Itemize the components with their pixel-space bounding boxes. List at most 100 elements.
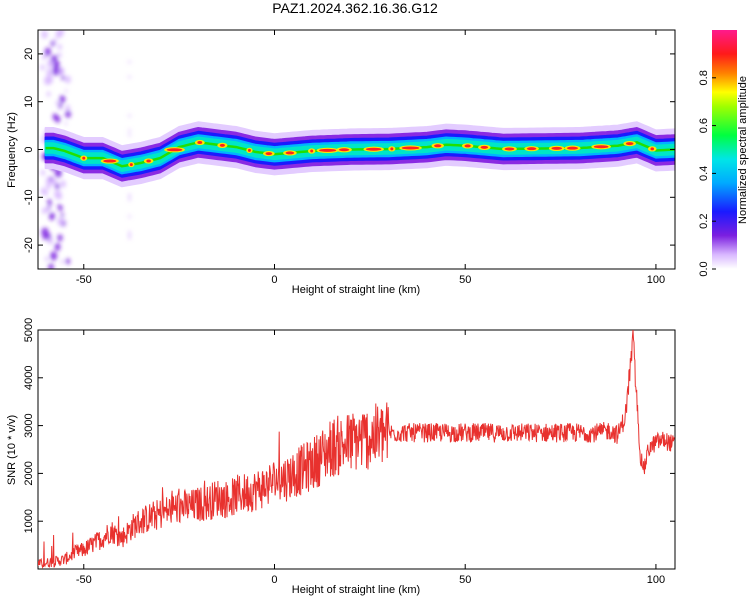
colorbar-label: Normalized spectral amplitude xyxy=(737,76,749,224)
ridge-hotspot-core xyxy=(310,149,314,153)
noise-speck xyxy=(128,233,131,237)
ridge-hotspot-core xyxy=(401,146,420,150)
noise-speck xyxy=(40,169,46,176)
noise-speck xyxy=(60,180,66,188)
noise-speck xyxy=(60,259,64,264)
noise-speck xyxy=(52,67,59,76)
ridge-band xyxy=(44,136,675,172)
ridge-hotspot-core xyxy=(464,144,471,148)
noise-speck xyxy=(48,212,55,221)
x-tick-label: 50 xyxy=(459,574,471,586)
colorbar-tick-label: 0.2 xyxy=(698,214,710,229)
noise-speck xyxy=(65,258,71,265)
ridge-hotspot-core xyxy=(526,147,537,151)
noise-speck xyxy=(59,95,66,104)
colorbar-tick-label: 0.6 xyxy=(698,118,710,133)
noise-speck xyxy=(44,256,49,262)
noise-speck xyxy=(47,59,54,68)
noise-speck xyxy=(47,199,52,205)
ridge-hotspot-core xyxy=(434,144,442,148)
y-tick-label: 5000 xyxy=(23,318,35,342)
noise-speck xyxy=(54,54,58,60)
colorbar-tick-label: 0.0 xyxy=(698,261,710,276)
ridge-hotspot-core xyxy=(265,152,273,156)
spectrogram-image xyxy=(40,30,675,269)
figure-title: PAZ1.2024.362.16.36.G12 xyxy=(272,0,438,16)
x-tick-label: -50 xyxy=(76,274,92,286)
ridge-hotspot-core xyxy=(390,147,394,151)
ridge-hotspot-core xyxy=(219,143,225,147)
y-tick-label: 10 xyxy=(23,96,35,108)
noise-speck xyxy=(45,74,54,85)
noise-speck xyxy=(58,103,63,109)
noise-speck xyxy=(128,193,131,197)
ridge-hotspot-core xyxy=(82,156,86,160)
ridge-hotspot-core xyxy=(103,159,117,163)
ridge-hotspot-core xyxy=(650,147,655,151)
noise-speck xyxy=(128,214,131,218)
noise-speck xyxy=(65,110,71,118)
y-tick-label: 20 xyxy=(23,48,35,60)
x-tick-label: -50 xyxy=(76,574,92,586)
noise-speck xyxy=(57,204,61,209)
noise-speck xyxy=(53,38,57,44)
noise-speck xyxy=(40,64,45,71)
noise-speck xyxy=(64,121,68,125)
colorbar: 0.0 0.2 0.4 0.6 0.8 Normalized spectral ampl… xyxy=(698,30,749,277)
noise-speck xyxy=(55,30,62,39)
noise-speck xyxy=(54,243,61,251)
noise-speck xyxy=(41,30,48,39)
snr-y-label: SNR (10 * v/v) xyxy=(6,415,18,485)
ridge-hotspot-core xyxy=(504,147,515,151)
noise-speck xyxy=(48,263,54,269)
noise-speck xyxy=(128,236,131,240)
spectrogram-y-label: Frequency (Hz) xyxy=(6,112,18,188)
noise-speck xyxy=(57,234,63,242)
noise-speck xyxy=(65,104,71,111)
y-tick-label: -10 xyxy=(23,189,35,205)
snr-y-axis: 1000 2000 3000 4000 5000 xyxy=(23,318,675,533)
noise-speck xyxy=(128,60,131,64)
noise-speck xyxy=(57,52,62,58)
noise-speck xyxy=(51,177,58,186)
ridge-hotspot-core xyxy=(480,145,489,149)
y-tick-label: 4000 xyxy=(23,366,35,390)
noise-speck xyxy=(55,101,59,106)
y-tick-label: 3000 xyxy=(23,413,35,437)
x-tick-label: 50 xyxy=(459,274,471,286)
ridge-hotspot-core xyxy=(197,141,203,145)
x-tick-label: 0 xyxy=(271,574,277,586)
spectrogram-ridge xyxy=(44,121,675,188)
noise-speck xyxy=(40,187,47,195)
noise-speck xyxy=(45,183,51,190)
y-tick-label: 0 xyxy=(23,146,35,152)
noise-speck xyxy=(128,75,131,79)
ridge-hotspot-core xyxy=(338,148,350,152)
colorbar-tick-label: 0.8 xyxy=(698,70,710,85)
noise-speck xyxy=(52,113,58,121)
spectrogram-panel: -50 0 50 100 -20 -10 0 10 20 Height of straight… xyxy=(6,29,676,296)
colorbar-tick-label: 0.4 xyxy=(698,166,710,181)
ridge-hotspot-core xyxy=(319,148,337,152)
spectrogram-x-label: Height of straight line (km) xyxy=(292,284,420,296)
noise-speck xyxy=(44,47,52,56)
noise-speck xyxy=(50,251,58,261)
noise-speck xyxy=(46,68,53,77)
snr-panel: -50 0 50 100 1000 2000 3000 4000 5000 Height of… xyxy=(6,318,676,596)
spectrogram-x-axis: -50 0 50 100 xyxy=(76,30,665,286)
noise-speck xyxy=(64,75,71,84)
noise-speck xyxy=(41,227,49,238)
noise-speck xyxy=(48,204,51,209)
noise-speck xyxy=(64,89,68,93)
spectrogram-y-axis: -20 -10 0 10 20 xyxy=(23,48,675,253)
noise-speck xyxy=(60,213,64,218)
noise-speck xyxy=(128,114,131,118)
ridge-hotspot-core xyxy=(285,151,295,155)
y-tick-label: -20 xyxy=(23,237,35,253)
ridge-hotspot-core xyxy=(365,147,382,151)
colorbar-gradient xyxy=(712,30,737,269)
ridge-hotspot-core xyxy=(625,142,634,146)
noise-speck xyxy=(55,60,60,67)
snr-frame xyxy=(37,329,676,570)
ridge-hotspot-core xyxy=(551,146,563,150)
